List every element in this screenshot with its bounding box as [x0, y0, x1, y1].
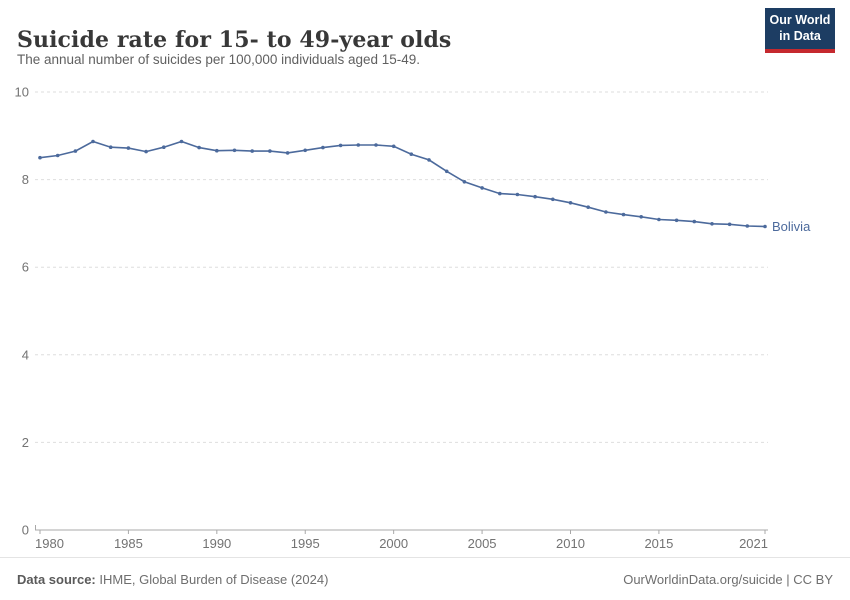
- y-tick-label: 8: [22, 172, 29, 187]
- owid-logo-line1: Our World: [769, 13, 831, 27]
- x-tick-label: 2015: [644, 536, 673, 551]
- data-point[interactable]: [126, 146, 131, 150]
- data-point[interactable]: [674, 218, 679, 223]
- data-point[interactable]: [144, 149, 148, 154]
- x-tick-label: 2005: [468, 536, 497, 551]
- data-point[interactable]: [480, 186, 484, 190]
- y-tick-label: 4: [22, 347, 29, 362]
- page-subtitle: The annual number of suicides per 100,00…: [17, 52, 421, 67]
- footer-source-text: IHME, Global Burden of Disease (2024): [99, 571, 329, 587]
- data-point[interactable]: [215, 148, 219, 153]
- data-point[interactable]: [55, 153, 60, 158]
- footer-credit-link[interactable]: OurWorldinData.org/suicide | CC BY: [623, 571, 833, 587]
- y-tick-label: 10: [15, 85, 29, 100]
- data-point[interactable]: [409, 152, 414, 156]
- series-end-label[interactable]: Bolivia: [772, 219, 811, 234]
- data-point[interactable]: [692, 219, 697, 224]
- y-tick-label: 0: [22, 523, 29, 538]
- x-tick-label: 1985: [114, 536, 143, 551]
- data-point[interactable]: [38, 155, 42, 160]
- footer-source-label: Data source:: [17, 571, 96, 587]
- data-point[interactable]: [727, 222, 732, 227]
- data-point[interactable]: [498, 191, 502, 196]
- data-point[interactable]: [268, 149, 272, 153]
- chart-canvas[interactable]: 0 2 4 6 8 10 1980 1985 1990 1995 2000 2005 2010 2015 2…: [0, 85, 850, 555]
- data-point[interactable]: [179, 139, 184, 144]
- footer-source: Data source: IHME, Global Burden of Dise…: [17, 572, 328, 587]
- data-point[interactable]: [162, 145, 166, 149]
- x-tick-label: 2021: [739, 536, 768, 551]
- data-point[interactable]: [568, 201, 573, 205]
- data-point[interactable]: [710, 222, 714, 226]
- data-point[interactable]: [232, 148, 237, 153]
- footer: Data source: IHME, Global Burden of Dise…: [0, 557, 850, 600]
- data-point[interactable]: [745, 224, 750, 228]
- data-line[interactable]: [39, 140, 766, 228]
- data-point[interactable]: [621, 212, 626, 217]
- x-tick-label: 1995: [291, 536, 320, 551]
- data-point[interactable]: [391, 144, 396, 149]
- x-tick-label: 2000: [379, 536, 408, 551]
- data-point[interactable]: [197, 145, 201, 150]
- y-tick-label: 2: [22, 435, 29, 450]
- data-point[interactable]: [356, 143, 361, 147]
- data-point[interactable]: [604, 210, 608, 214]
- chart-area: 0 2 4 6 8 10 1980 1985 1990 1995 2000 2005 2010 2015 2…: [0, 85, 850, 555]
- data-point[interactable]: [374, 143, 378, 147]
- owid-logo[interactable]: Our World in Data: [765, 8, 835, 54]
- y-tick-label: 6: [22, 260, 29, 275]
- data-point[interactable]: [657, 217, 661, 222]
- x-tick-label: 1990: [202, 536, 231, 551]
- data-point[interactable]: [444, 169, 449, 174]
- data-point[interactable]: [462, 180, 467, 184]
- x-tick-label: 1980: [35, 536, 64, 551]
- data-point[interactable]: [91, 139, 95, 144]
- page-title: Suicide rate for 15- to 49-year olds: [17, 26, 452, 53]
- data-point[interactable]: [108, 145, 113, 149]
- data-point[interactable]: [639, 215, 643, 219]
- data-point[interactable]: [533, 194, 537, 199]
- data-point[interactable]: [427, 158, 431, 162]
- data-point[interactable]: [303, 148, 308, 153]
- data-point[interactable]: [586, 205, 590, 209]
- x-tick-label: 2010: [556, 536, 585, 551]
- data-point[interactable]: [338, 143, 343, 148]
- data-point[interactable]: [321, 145, 325, 150]
- owid-logo-line2: in Data: [779, 28, 821, 43]
- data-point[interactable]: [551, 197, 555, 202]
- data-point[interactable]: [73, 149, 78, 153]
- data-point[interactable]: [763, 224, 767, 229]
- data-point[interactable]: [285, 151, 290, 155]
- data-point[interactable]: [250, 149, 254, 153]
- data-point[interactable]: [515, 192, 520, 197]
